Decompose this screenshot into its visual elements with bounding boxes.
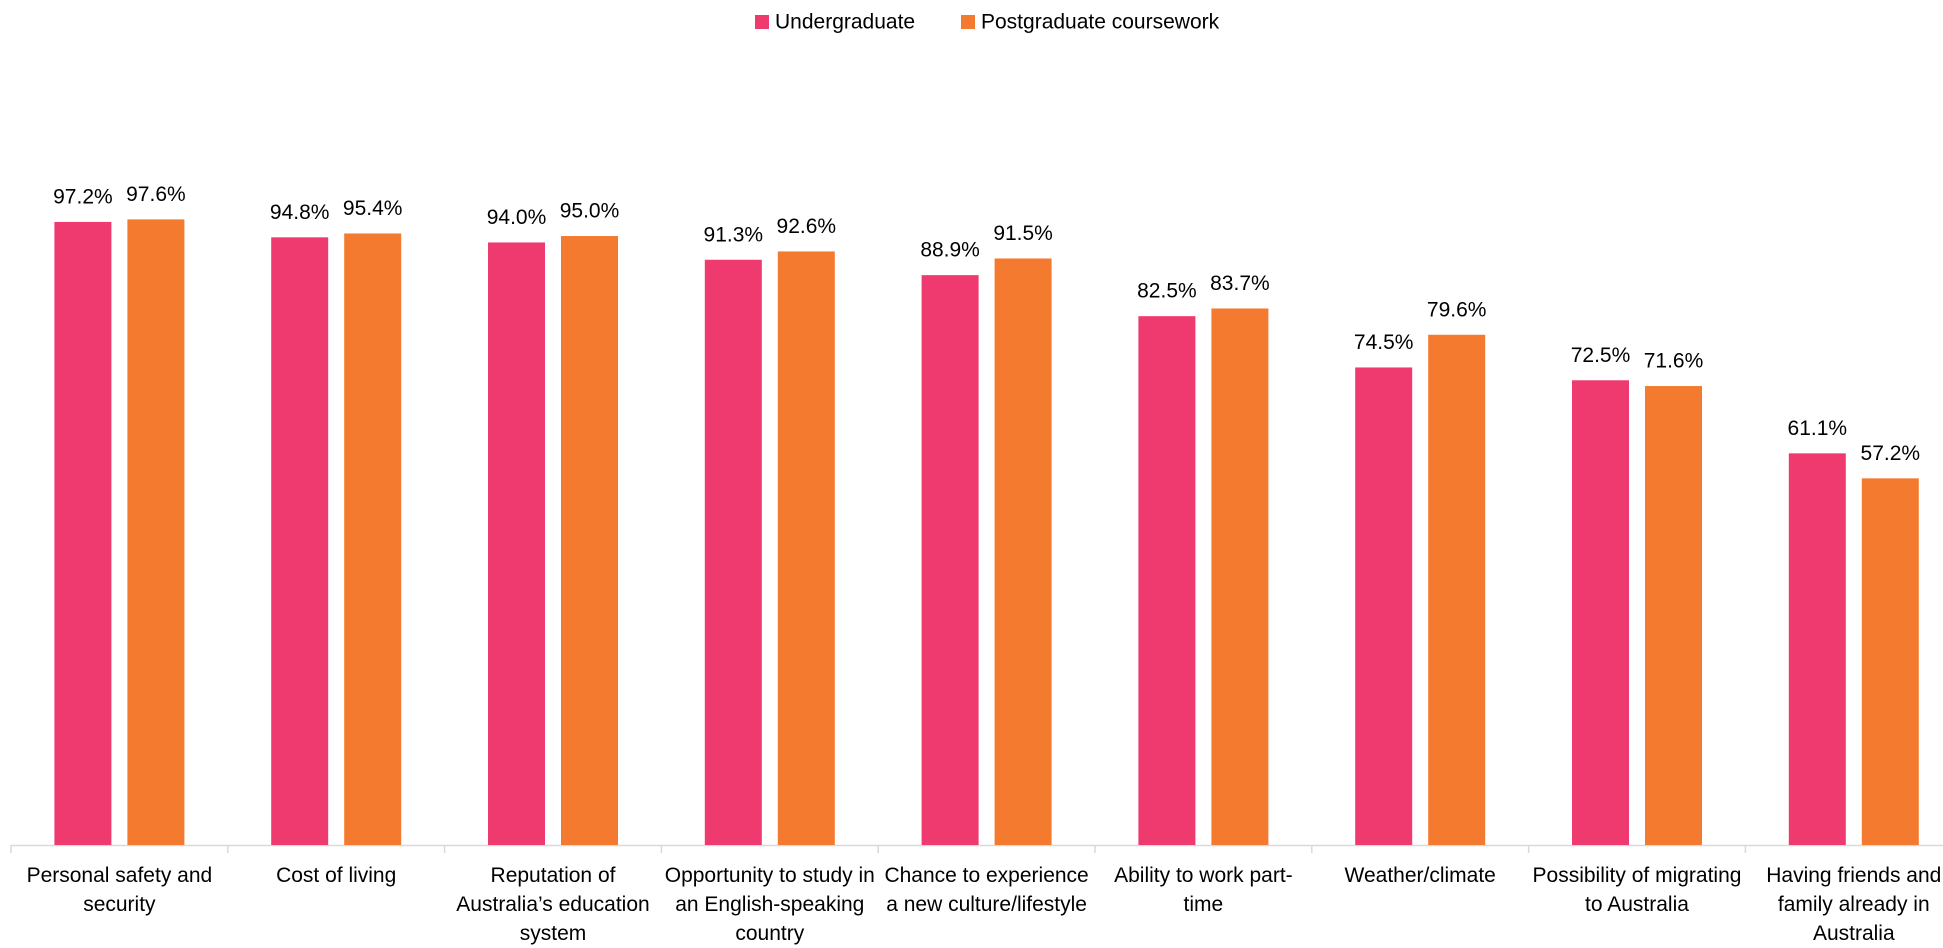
data-label: 74.5% (1354, 331, 1414, 354)
x-tick-label: Personal safety and security (26, 864, 213, 916)
x-tick-label: Ability to work part-time (1114, 864, 1293, 916)
legend-swatch (755, 15, 769, 29)
bar (1428, 334, 1486, 845)
data-label: 88.9% (920, 239, 980, 262)
data-label: 94.8% (270, 201, 330, 224)
bar (271, 237, 329, 845)
bar (994, 258, 1052, 845)
legend-label: Postgraduate coursework (981, 11, 1220, 34)
data-label: 95.4% (343, 197, 403, 220)
data-label: 91.3% (704, 223, 764, 246)
data-label: 57.2% (1861, 442, 1921, 465)
bar (704, 259, 762, 846)
bar (488, 242, 545, 845)
bar (1788, 453, 1846, 845)
bar (1211, 308, 1269, 845)
data-label: 71.6% (1644, 350, 1704, 373)
legend-label: Undergraduate (775, 11, 915, 34)
bar (777, 251, 835, 845)
bar (1861, 478, 1919, 845)
data-label: 97.2% (53, 185, 113, 208)
bar (54, 221, 112, 845)
bar (561, 236, 618, 846)
bar (1572, 380, 1629, 845)
legend-swatch (961, 15, 975, 29)
data-label: 72.5% (1571, 344, 1631, 367)
data-label: 95.0% (560, 200, 620, 223)
data-label: 79.6% (1427, 298, 1487, 321)
bar (344, 233, 402, 846)
bar (1138, 316, 1196, 845)
data-label: 94.0% (487, 206, 547, 229)
data-label: 83.7% (1210, 272, 1270, 295)
bar (1355, 367, 1413, 845)
x-tick-label: Possibility of migrating to Australia (1532, 864, 1742, 916)
x-tick-label: Having friends and family already in Aus… (1766, 864, 1942, 945)
data-label: 82.5% (1137, 280, 1197, 303)
x-tick-label: Cost of living (276, 864, 397, 887)
x-tick-label: Reputation of Australia’s education syst… (456, 864, 650, 945)
bar (921, 275, 979, 845)
data-label: 91.5% (993, 222, 1053, 245)
data-label: 92.6% (777, 215, 837, 238)
data-label: 61.1% (1788, 417, 1848, 440)
x-tick-label: Weather/climate (1344, 864, 1496, 887)
bar (1645, 386, 1702, 845)
x-tick-label: Opportunity to study in an English-speak… (664, 864, 875, 945)
data-label: 97.6% (126, 183, 186, 206)
bar (127, 219, 185, 845)
x-tick-label: Chance to experience a new culture/lifes… (884, 864, 1089, 916)
